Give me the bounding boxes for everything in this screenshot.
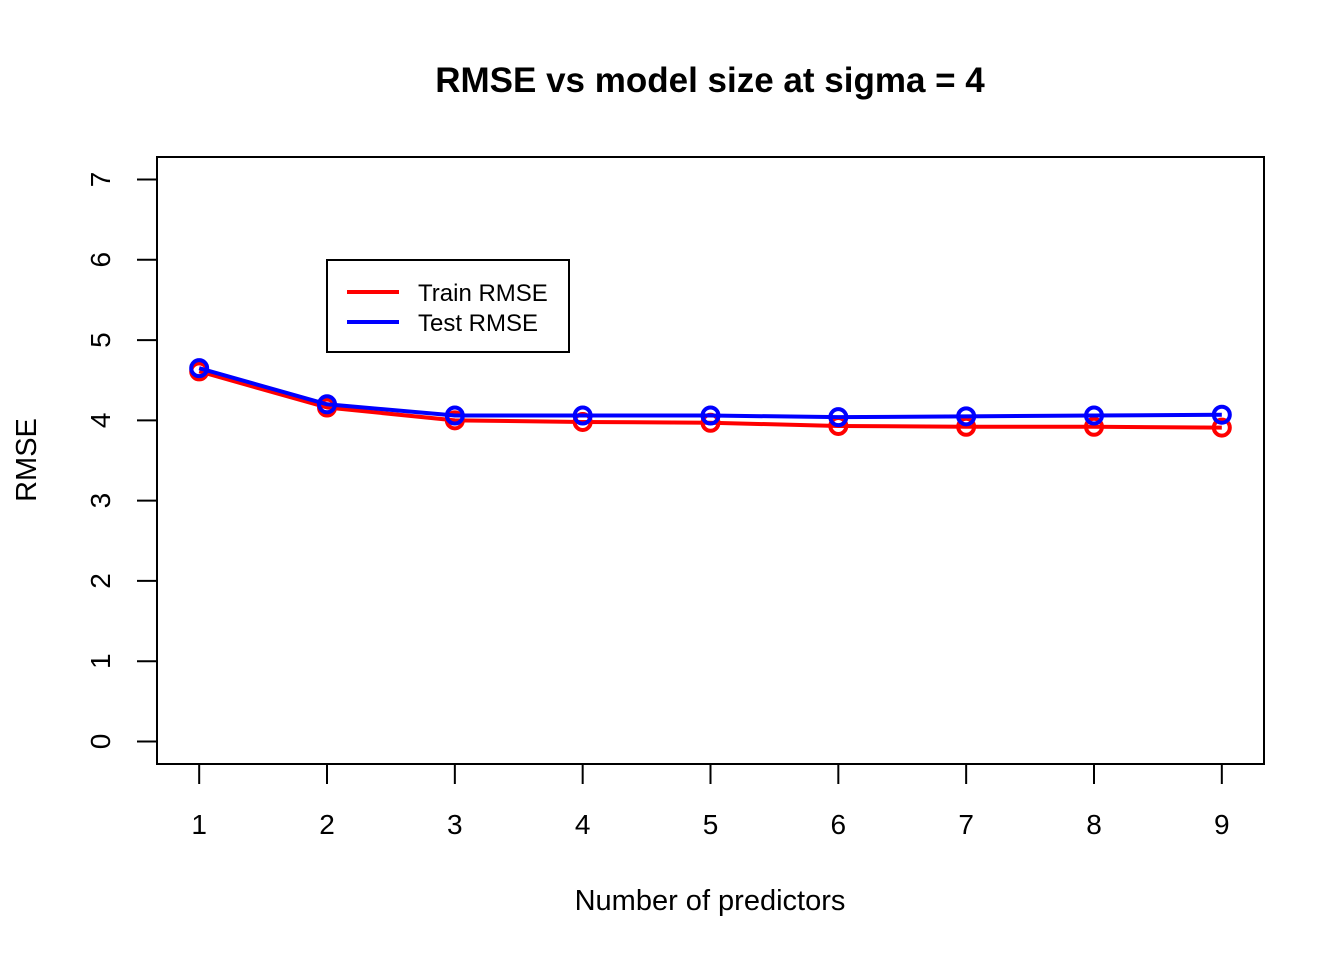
series-line-train-rmse (198, 369, 1222, 430)
y-tick-label: 3 (85, 493, 116, 509)
y-tick-label: 0 (85, 734, 116, 750)
x-tick-label: 5 (703, 809, 719, 840)
data-point-test-rmse (956, 406, 977, 427)
legend-label-train: Train RMSE (418, 280, 548, 307)
legend-box (326, 259, 570, 353)
y-tick-label: 7 (85, 172, 116, 188)
data-point-test-rmse (317, 394, 338, 415)
y-axis-title: RMSE (11, 418, 43, 502)
y-tick-label: 4 (85, 413, 116, 429)
data-point-test-rmse (1211, 404, 1232, 425)
x-axis: 1 2 3 4 5 6 7 8 9 (191, 763, 1230, 840)
data-point-test-rmse (1083, 405, 1104, 426)
data-point-test-rmse (189, 358, 210, 379)
legend-label-test: Test RMSE (418, 310, 538, 337)
data-point-test-rmse (828, 407, 849, 428)
data-point-train-rmse (1083, 416, 1104, 437)
data-point-test-rmse (444, 405, 465, 426)
y-tick-label: 6 (85, 252, 116, 268)
x-tick-label: 6 (831, 809, 847, 840)
x-axis-title: Number of predictors (575, 885, 846, 917)
series-layer (189, 358, 1232, 438)
chart-title: RMSE vs model size at sigma = 4 (435, 61, 985, 100)
x-tick-label: 1 (191, 809, 207, 840)
x-tick-label: 2 (319, 809, 335, 840)
x-tick-label: 8 (1086, 809, 1102, 840)
x-tick-label: 4 (575, 809, 591, 840)
y-tick-label: 1 (85, 653, 116, 669)
x-tick-label: 7 (958, 809, 974, 840)
data-point-train-rmse (1211, 417, 1232, 438)
legend: Train RMSE Test RMSE (326, 259, 570, 353)
y-tick-label: 2 (85, 573, 116, 589)
y-axis: 0 1 2 3 4 5 6 7 (85, 172, 158, 750)
series-line-test-rmse (198, 366, 1222, 420)
plot-frame (156, 156, 1265, 765)
data-point-test-rmse (700, 405, 721, 426)
x-tick-label: 3 (447, 809, 463, 840)
data-point-train-rmse (956, 416, 977, 437)
x-tick-label: 9 (1214, 809, 1230, 840)
data-point-test-rmse (572, 405, 593, 426)
y-tick-label: 5 (85, 332, 116, 348)
